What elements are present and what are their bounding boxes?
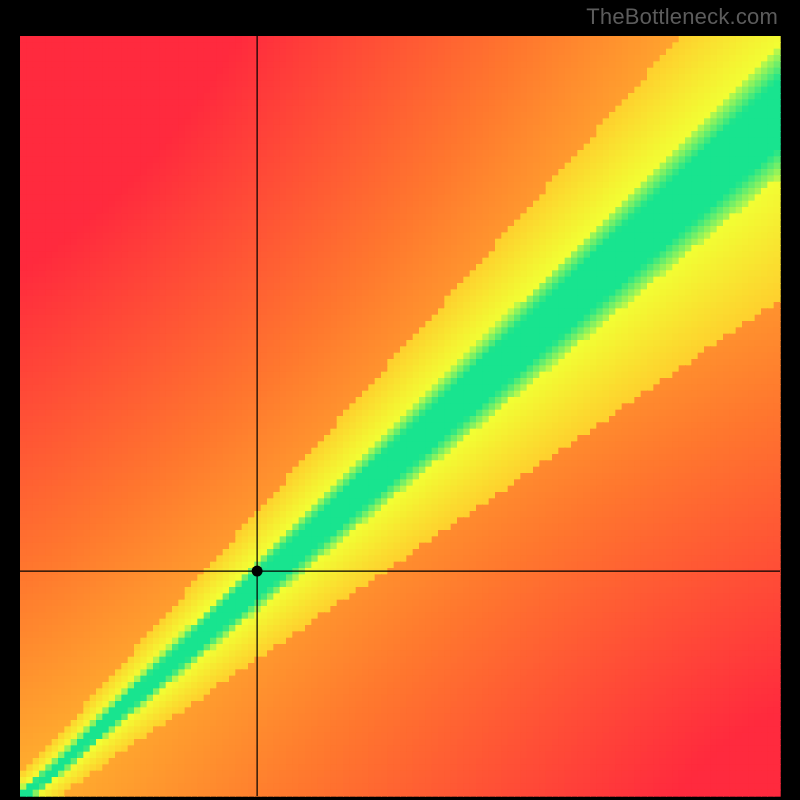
watermark-text: TheBottleneck.com bbox=[586, 4, 778, 30]
bottleneck-heatmap bbox=[0, 0, 800, 800]
